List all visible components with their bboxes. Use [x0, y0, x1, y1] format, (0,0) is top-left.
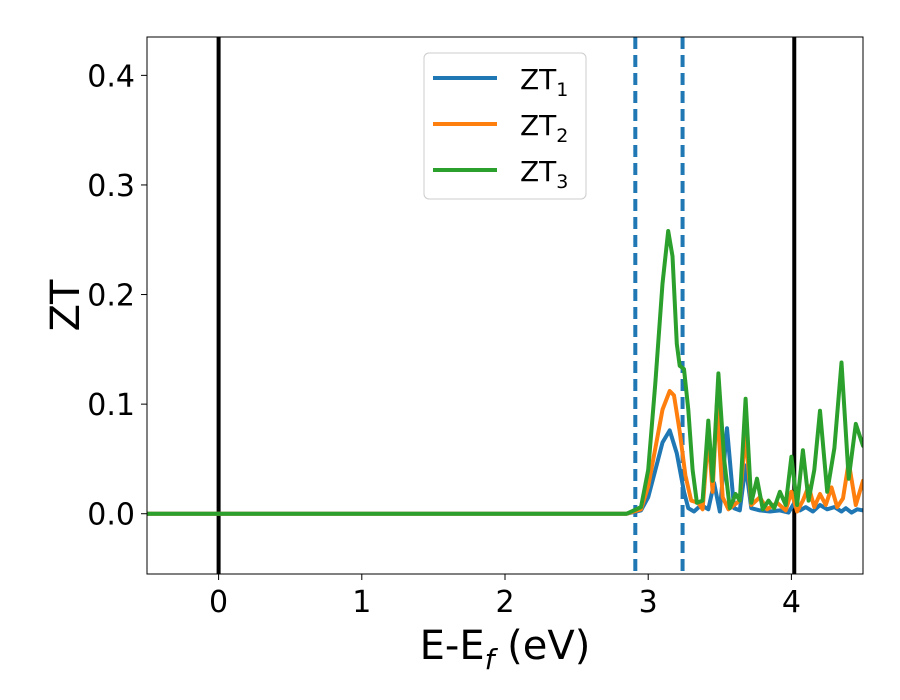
- x-tick-label-1: 1: [352, 585, 371, 620]
- legend-frame: [423, 52, 587, 200]
- legend-label-zt1: ZT1: [520, 63, 568, 101]
- y-tick-label-4: 0.4: [87, 59, 135, 94]
- y-axis-label: ZT: [43, 279, 89, 331]
- x-tick-label-4: 4: [782, 585, 801, 620]
- legend: ZT1 ZT2 ZT3: [423, 52, 587, 200]
- y-tick-label-2: 0.2: [87, 279, 135, 314]
- series-line-zt2: [147, 389, 863, 516]
- x-tick-label-2: 2: [495, 585, 514, 620]
- plot-area: [147, 37, 863, 574]
- legend-label-zt2: ZT2: [520, 109, 568, 147]
- x-tick-label-0: 0: [209, 585, 228, 620]
- y-tick-label-1: 0.1: [87, 388, 135, 423]
- legend-label-zt3: ZT3: [520, 155, 568, 193]
- y-tick-label-3: 0.3: [87, 169, 135, 204]
- x-tick-label-3: 3: [639, 585, 658, 620]
- x-axis-label: E-Ef (eV): [420, 623, 591, 676]
- series-line-zt3: [147, 229, 863, 516]
- axis-ticks: 0 1 2 3 4 0.0 0.1 0.2 0.3 0.4: [87, 59, 801, 620]
- y-tick-label-0: 0.0: [87, 498, 135, 533]
